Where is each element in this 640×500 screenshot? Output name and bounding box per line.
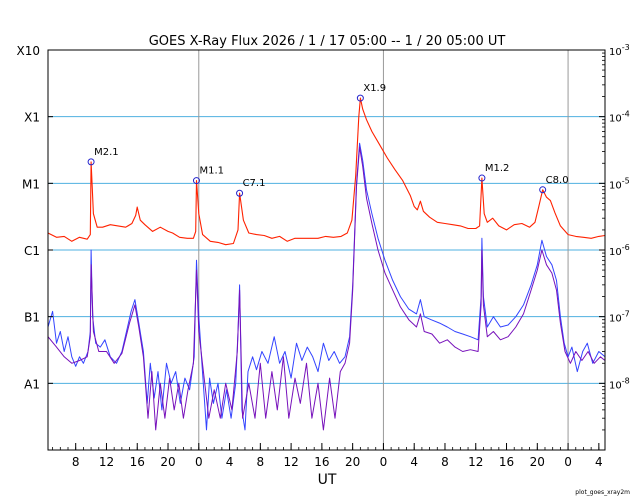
y-right-tick-label: 10-8 — [609, 376, 630, 391]
flare-marker — [478, 174, 486, 182]
y-right-tick-label: 10-7 — [609, 310, 630, 325]
flare-marker — [539, 186, 547, 194]
y-right-tick-label: 10-3 — [609, 43, 630, 58]
footer-note: plot_goes_xray2m — [575, 489, 630, 496]
chart-title: GOES X-Ray Flux 2026 / 1 / 17 05:00 -- 1… — [149, 34, 506, 49]
x-tick-label: 4 — [226, 455, 234, 469]
flux-series-line-0 — [48, 97, 605, 246]
flare-label: M2.1 — [94, 147, 119, 158]
flare-label: C7.1 — [243, 178, 266, 189]
day-boundary-lines — [198, 50, 569, 450]
flare-marker — [356, 94, 364, 102]
flare-label: C8.0 — [546, 175, 569, 186]
x-tick-label: 20 — [530, 455, 545, 469]
y-left-tick-label: B1 — [24, 311, 40, 325]
x-tick-label: 16 — [499, 455, 514, 469]
x-tick-label: 8 — [257, 455, 265, 469]
x-tick-label: 20 — [160, 455, 175, 469]
y-left-tick-label: X1 — [24, 111, 40, 125]
x-tick-label: 0 — [380, 455, 388, 469]
flare-label: M1.1 — [199, 166, 224, 177]
flare-marker — [236, 189, 244, 197]
x-tick-label: 20 — [345, 455, 360, 469]
y-right-axis-labels: 10-8 10-7 10-6 10-5 10-4 10-3 — [599, 43, 630, 431]
grid-layer — [48, 116, 605, 384]
x-tick-label: 12 — [468, 455, 483, 469]
y-left-tick-label: M1 — [22, 177, 40, 191]
y-left-tick-label: C1 — [24, 244, 40, 258]
flux-series — [48, 97, 605, 431]
y-left-tick-label: A1 — [24, 377, 40, 391]
x-tick-label: 12 — [99, 455, 114, 469]
x-tick-label: 4 — [595, 455, 603, 469]
x-tick-label: 0 — [564, 455, 572, 469]
flare-label: X1.9 — [363, 83, 386, 94]
x-tick-label: 16 — [314, 455, 329, 469]
flare-marker — [87, 158, 95, 166]
y-right-tick-label: 10-4 — [609, 110, 630, 125]
x-tick-label: 12 — [283, 455, 298, 469]
flare-markers: M2.1 M1.1 C7.1 X1.9 M1.2 C8.0 — [87, 83, 569, 197]
x-tick-label: 8 — [72, 455, 80, 469]
y-right-tick-label: 10-6 — [609, 243, 630, 258]
flux-series-line-1 — [48, 142, 605, 431]
x-axis-ticks: 8 12 16 20 0 4 8 12 16 20 0 4 8 12 16 20 0 4 — [52, 443, 603, 469]
x-tick-label: 0 — [195, 455, 203, 469]
flare-label: M1.2 — [485, 163, 510, 174]
flux-series-line-2 — [48, 146, 605, 431]
x-tick-label: 4 — [410, 455, 418, 469]
y-left-tick-label: X10 — [17, 44, 41, 58]
y-left-axis-labels: A1 B1 C1 M1 X1 X10 — [17, 44, 53, 391]
y-right-tick-label: 10-5 — [609, 176, 630, 191]
x-tick-label: 8 — [441, 455, 449, 469]
x-axis-label: UT — [318, 472, 337, 488]
flare-marker — [192, 177, 200, 185]
x-tick-label: 16 — [130, 455, 145, 469]
